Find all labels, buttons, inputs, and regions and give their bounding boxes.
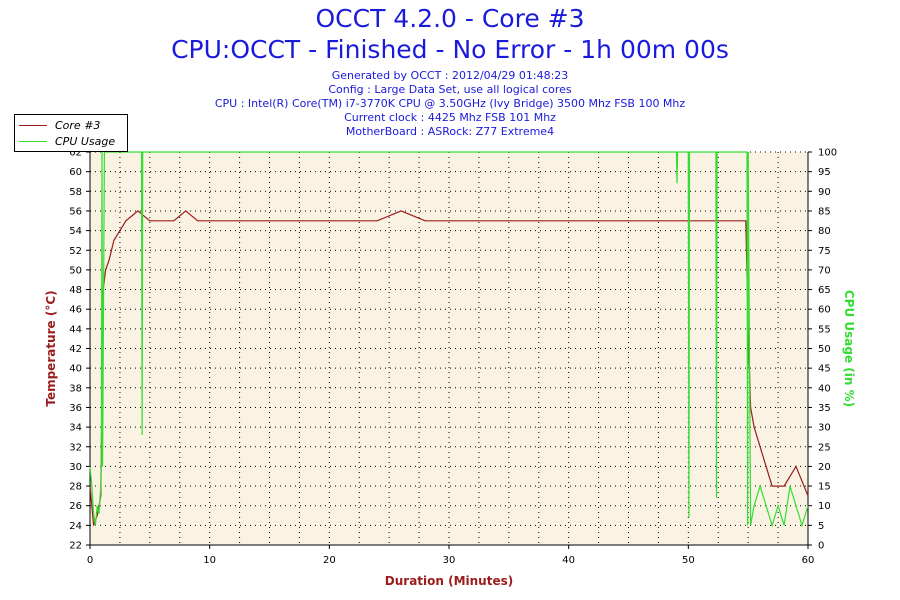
legend-swatch-core3 [19, 124, 47, 126]
x-tick-label: 20 [323, 555, 336, 566]
legend-item-core3: Core #3 [19, 117, 100, 133]
y-left-tick-label: 42 [69, 344, 82, 355]
y-right-tick-label: 35 [818, 403, 831, 414]
legend-item-cpu-usage: CPU Usage [19, 133, 115, 149]
y-left-tick-label: 46 [69, 305, 82, 316]
x-tick-label: 40 [562, 555, 575, 566]
y-left-tick-label: 62 [69, 148, 82, 159]
y-left-tick-label: 32 [69, 442, 82, 453]
y-left-tick-label: 38 [69, 383, 82, 394]
y-left-tick-label: 40 [69, 364, 82, 375]
y-left-tick-label: 48 [69, 285, 82, 296]
y-right-tick-label: 10 [818, 501, 831, 512]
y-right-tick-label: 60 [818, 305, 831, 316]
y-right-tick-label: 100 [818, 148, 837, 159]
legend-label-core3: Core #3 [55, 118, 101, 132]
y-left-tick-label: 44 [69, 324, 82, 335]
x-axis-label: Duration (Minutes) [385, 574, 513, 588]
y-right-tick-label: 25 [818, 442, 831, 453]
y-left-tick-label: 28 [69, 482, 82, 493]
y-left-tick-label: 22 [69, 541, 82, 552]
series-line-core3 [89, 210, 809, 526]
chart-subtitle: CPU:OCCT - Finished - No Error - 1h 00m … [171, 35, 729, 64]
info-motherboard: MotherBoard : ASRock: Z77 Extreme4 [345, 125, 555, 138]
y-right-tick-label: 45 [818, 364, 831, 375]
y-left-tick-label: 34 [69, 423, 82, 434]
y-right-tick-label: 65 [818, 285, 831, 296]
y-right-tick-label: 55 [818, 324, 831, 335]
y-left-tick-label: 54 [69, 226, 82, 237]
y-left-tick-label: 26 [69, 501, 82, 512]
y-right-tick-label: 5 [818, 521, 824, 532]
y-right-tick-label: 30 [818, 423, 831, 434]
y-axis-left-label: Temperature (°C) [44, 290, 58, 406]
y-left-tick-label: 24 [69, 521, 82, 532]
y-left-tick-label: 30 [69, 462, 82, 473]
y-left-tick-label: 60 [69, 167, 82, 178]
y-right-tick-label: 70 [818, 265, 831, 276]
y-right-tick-label: 50 [818, 344, 831, 355]
y-left-tick-label: 50 [69, 265, 82, 276]
legend-label-cpu-usage: CPU Usage [55, 134, 116, 148]
info-config: Config : Large Data Set, use all logical… [328, 83, 572, 96]
info-generated: Generated by OCCT : 2012/04/29 01:48:23 [331, 69, 569, 82]
y-right-tick-label: 90 [818, 187, 831, 198]
y-right-tick-label: 40 [818, 383, 831, 394]
x-tick-label: 50 [682, 555, 695, 566]
y-left-tick-label: 52 [69, 246, 82, 257]
chart-title: OCCT 4.2.0 - Core #3 [315, 4, 585, 33]
y-left-tick-label: 36 [69, 403, 82, 414]
series-line-cpu-usage [89, 151, 809, 528]
x-tick-label: 0 [87, 555, 93, 566]
legend-swatch-cpu-usage [19, 140, 47, 142]
x-tick-label: 10 [203, 555, 216, 566]
y-right-tick-label: 80 [818, 226, 831, 237]
y-right-tick-label: 85 [818, 206, 831, 217]
chart-legend: Core #3 CPU Usage [14, 114, 128, 152]
x-tick-label: 30 [443, 555, 456, 566]
y-right-tick-label: 20 [818, 462, 831, 473]
y-right-tick-label: 0 [818, 541, 824, 552]
info-clock: Current clock : 4425 Mhz FSB 101 Mhz [344, 111, 556, 124]
info-cpu: CPU : Intel(R) Core(TM) i7-3770K CPU @ 3… [214, 97, 686, 110]
y-right-tick-label: 95 [818, 167, 831, 178]
y-left-tick-label: 56 [69, 206, 82, 217]
y-axis-right-label: CPU Usage (in %) [842, 290, 856, 407]
y-right-tick-label: 75 [818, 246, 831, 257]
x-tick-label: 60 [802, 555, 815, 566]
y-right-tick-label: 15 [818, 482, 831, 493]
y-left-tick-label: 58 [69, 187, 82, 198]
